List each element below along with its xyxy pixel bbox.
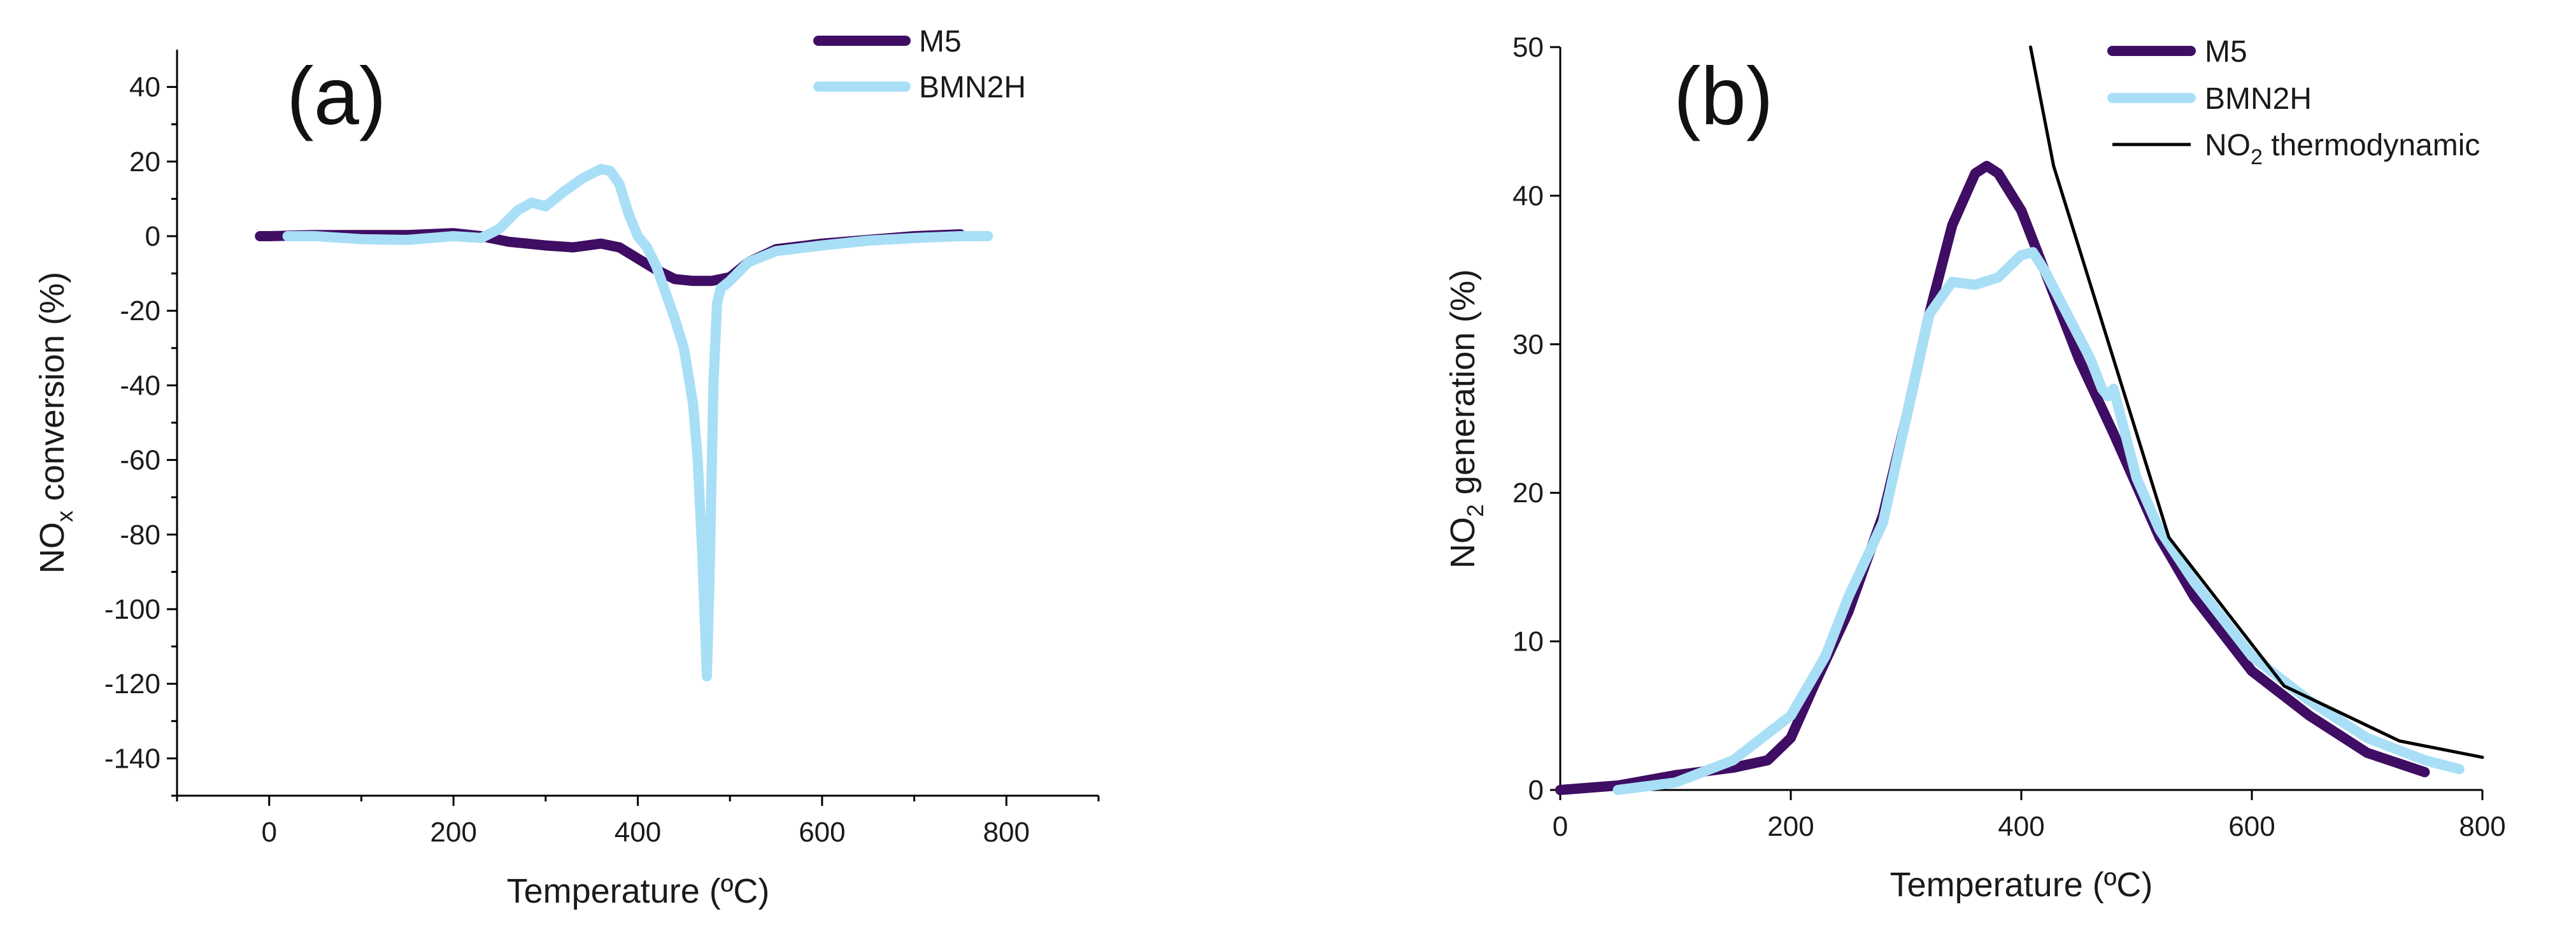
legend-no2-main: NO — [2205, 129, 2251, 162]
panel-b-x-tick-label: 600 — [2228, 811, 2275, 842]
panel-a-x-tick-label: 400 — [615, 817, 661, 848]
panel-a-y-tick-label: -100 — [104, 594, 160, 625]
panel-b-legend-label-bmn2h: BMN2H — [2205, 82, 2312, 116]
panel-a-x-tick-label: 600 — [799, 817, 845, 848]
panel-a-x-ticks: 0 200 400 600 800 — [176, 796, 1100, 848]
panel-a-y-tick-label: -20 — [120, 295, 160, 327]
panel-a-y-tick-label: 40 — [129, 72, 160, 103]
panel-b-y-tick-label: 30 — [1512, 329, 1544, 360]
panel-a-series-line-bmn2h — [282, 164, 993, 682]
panel-b-y-axis-title: NO2 generation (%) — [1444, 269, 1488, 568]
panel-a-series — [255, 164, 993, 682]
panel-a-y-tick-label: -80 — [120, 519, 160, 551]
panel-b-y-tick-label: 50 — [1512, 32, 1544, 63]
panel-b-x-tick-label: 400 — [1998, 811, 2044, 842]
panel-b-series — [1555, 45, 2484, 795]
panel-b-x-tick-label: 200 — [1767, 811, 1814, 842]
panel-b-y-tick-label: 10 — [1512, 626, 1544, 658]
panel-b-series-line-no2-thermodynamic — [2029, 45, 2484, 759]
panel-a-y-axis-title: NOx conversion (%) — [33, 272, 78, 574]
panel-b-x-tick-label: 0 — [1553, 811, 1568, 842]
panel-a-legend: M5 BMN2H — [813, 25, 1026, 104]
panel-a-legend-label-bmn2h: BMN2H — [919, 71, 1026, 104]
panel-b-y-tick-label: 20 — [1512, 477, 1544, 509]
panel-b-legend-label-no2-thermo: NO2 thermodynamic — [2205, 129, 2480, 169]
panel-b-x-axis-title: Temperature (ºC) — [1890, 866, 2153, 904]
panel-b-y-title-sub: 2 — [1462, 504, 1488, 517]
panel-b-y-title-rest: generation (%) — [1444, 269, 1482, 504]
panel-a-x-tick-label: 200 — [430, 817, 476, 848]
panel-a-label: (a) — [287, 51, 386, 142]
panel-b-y-tick-label: 40 — [1512, 180, 1544, 211]
panel-a-x-tick-label: 800 — [983, 817, 1030, 848]
panel-a-y-title-rest: conversion (%) — [33, 272, 71, 511]
panel-b-series-line-m5 — [1555, 160, 2430, 795]
panel-a-y-tick-label: -120 — [104, 668, 160, 700]
panel-a-y-ticks: 40 20 0 -20 -40 -60 -80 -100 -120 -140 — [104, 72, 177, 797]
panel-a-legend-label-m5: M5 — [919, 25, 962, 59]
legend-no2-rest: thermodynamic — [2263, 129, 2480, 162]
panel-b-y-title-main: NO — [1444, 517, 1482, 568]
panel-b-label: (b) — [1674, 51, 1773, 142]
panel-a-y-title-sub: x — [52, 511, 78, 522]
panel-b-y-tick-label: 0 — [1528, 775, 1544, 806]
panel-a-y-tick-label: -140 — [104, 743, 160, 774]
panel-b-legend-label-m5: M5 — [2205, 35, 2247, 69]
panel-a-y-tick-label: -40 — [120, 370, 160, 401]
panel-a-x-axis-title: Temperature (ºC) — [507, 872, 770, 910]
panel-b-series-line-bmn2h — [1612, 247, 2465, 795]
panel-b-x-ticks: 0 200 400 600 800 — [1553, 790, 2506, 842]
legend-no2-sub: 2 — [2251, 145, 2263, 169]
panel-a-y-tick-label: 20 — [129, 146, 160, 178]
panel-b-x-tick-label: 800 — [2459, 811, 2505, 842]
panel-a-y-tick-label: -60 — [120, 445, 160, 476]
panel-b-legend: M5 BMN2H NO2 thermodynamic — [2107, 35, 2480, 169]
panel-a-y-tick-label: 0 — [145, 221, 160, 252]
panel-b: 0 10 20 30 40 50 0 200 400 600 800 (b) Temperatur… — [1444, 32, 2506, 904]
panel-b-y-ticks: 0 10 20 30 40 50 — [1512, 32, 1560, 806]
panel-a-y-title-main: NO — [33, 522, 71, 574]
panel-a-x-tick-label: 0 — [261, 817, 276, 848]
